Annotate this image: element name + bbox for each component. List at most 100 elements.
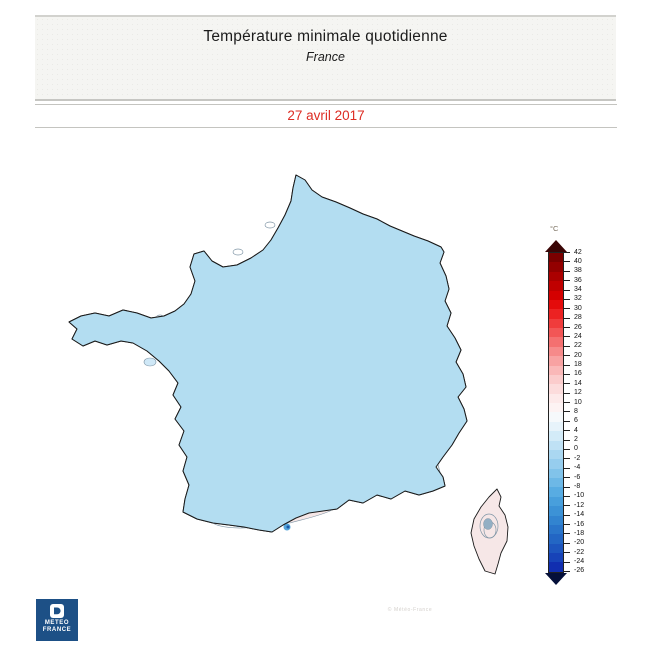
- meteo-france-glyph: [54, 607, 61, 615]
- colorbar-segment: [549, 271, 563, 282]
- map-contour-shape: [264, 221, 276, 229]
- colorbar-tick: [564, 420, 570, 422]
- colorbar-segment: [549, 459, 563, 469]
- colorbar-tick: [564, 570, 570, 572]
- colorbar-tick-label: -6: [574, 473, 581, 481]
- colorbar-tick: [564, 477, 570, 479]
- colorbar-tick: [564, 561, 570, 563]
- colorbar-tick-label: 8: [574, 407, 578, 415]
- colorbar-segment: [549, 496, 563, 507]
- colorbar-tick-label: -18: [574, 529, 585, 537]
- colorbar-segment: [549, 412, 563, 422]
- page-title: Température minimale quotidienne: [203, 28, 448, 45]
- colorbar-tick-label: 4: [574, 426, 578, 434]
- colorbar-tick-label: 26: [574, 323, 582, 331]
- page-subtitle: France: [306, 50, 345, 64]
- temperature-colorbar: °C 42 40 38 36 34 32 30 28 26 24 22 20 18 16 14 12 10 8 6 4…: [540, 224, 648, 609]
- colorbar-tick-label: -2: [574, 454, 581, 462]
- colorbar-tick-label: 24: [574, 332, 582, 340]
- colorbar-segment: [549, 374, 563, 385]
- colorbar-tick: [564, 495, 570, 497]
- colorbar-tick-label: -20: [574, 539, 585, 547]
- colorbar-segment: [549, 449, 563, 460]
- colorbar-tick-label: 42: [574, 248, 582, 256]
- colorbar-tick-label: 10: [574, 398, 582, 406]
- colorbar-tick-label: -8: [574, 483, 581, 490]
- colorbar-tick-label: 34: [574, 286, 582, 294]
- colorbar-tick: [564, 345, 570, 347]
- colorbar-tick-label: 30: [574, 304, 582, 312]
- colorbar-tick-label: -10: [574, 492, 585, 500]
- colorbar-tick: [564, 317, 570, 319]
- colorbar-tick-label: 36: [574, 276, 582, 284]
- map-contour-shape: [143, 357, 157, 367]
- colorbar-tick: [564, 430, 570, 432]
- colorbar-segment: [549, 318, 563, 328]
- colorbar-segment: [549, 543, 563, 553]
- colorbar-segment: [549, 421, 563, 432]
- colorbar-segment: [549, 262, 563, 272]
- colorbar-tick: [564, 280, 570, 282]
- colorbar-segment: [549, 393, 563, 403]
- colorbar-segments: [548, 252, 564, 573]
- map-contour-shape: [483, 518, 493, 530]
- colorbar-tick-label: 22: [574, 342, 582, 350]
- corsica-island: [470, 488, 509, 575]
- colorbar-tick-label: -24: [574, 558, 585, 566]
- colorbar-segment: [549, 299, 563, 310]
- colorbar-tick-label: 12: [574, 389, 582, 397]
- divider-line-bottom: [35, 127, 617, 128]
- colorbar-tick-label: -14: [574, 511, 585, 519]
- colorbar-tick-label: 38: [574, 267, 582, 275]
- meteo-france-logo: METEO FRANCE: [36, 599, 78, 641]
- france-coastline: [68, 174, 468, 533]
- header: Température minimale quotidienne France: [35, 15, 616, 101]
- colorbar-tick: [564, 458, 570, 460]
- colorbar-segment: [549, 253, 563, 263]
- colorbar-tick: [564, 552, 570, 554]
- watermark-text: © Météo-France: [387, 607, 433, 613]
- colorbar-tick: [564, 533, 570, 535]
- colorbar-segment: [549, 337, 563, 347]
- colorbar-tick-label: 32: [574, 295, 582, 303]
- colorbar-tick-label: -26: [574, 567, 585, 575]
- colorbar-segment: [549, 440, 563, 450]
- colorbar-arrow-up-icon: [545, 240, 567, 252]
- colorbar-segment: [549, 562, 563, 572]
- colorbar-tick: [564, 327, 570, 329]
- colorbar-segment: [549, 478, 563, 488]
- logo-text-meteo: METEO: [44, 620, 70, 626]
- colorbar-segment: [549, 553, 563, 563]
- colorbar-tick: [564, 289, 570, 291]
- colorbar-tick: [564, 373, 570, 375]
- colorbar-tick: [564, 439, 570, 441]
- colorbar-tick-label: 2: [574, 436, 578, 444]
- colorbar-segment: [549, 534, 563, 544]
- colorbar-tick: [564, 252, 570, 253]
- colorbar-segment: [549, 309, 563, 319]
- colorbar-tick: [564, 486, 570, 488]
- colorbar-segment: [549, 487, 563, 497]
- mainland-group: [68, 174, 468, 533]
- colorbar-tick: [564, 402, 570, 404]
- colorbar-tick-label: -12: [574, 501, 585, 509]
- colorbar-segment: [549, 403, 563, 413]
- map-contour-shape: [286, 525, 290, 529]
- colorbar-unit-label: °C: [550, 224, 559, 233]
- colorbar-tick: [564, 270, 570, 272]
- logo-text-france: FRANCE: [42, 627, 72, 633]
- colorbar-tick: [564, 505, 570, 507]
- colorbar-tick: [564, 364, 570, 366]
- colorbar-tick: [564, 542, 570, 544]
- colorbar-tick-label: 14: [574, 379, 582, 387]
- colorbar-tick: [564, 336, 570, 338]
- date-banner: 27 avril 2017: [35, 106, 617, 126]
- map-contour-shape: [232, 248, 244, 256]
- colorbar-tick-label: 28: [574, 314, 582, 322]
- colorbar-segment: [549, 468, 563, 478]
- colorbar-tick-label: 18: [574, 361, 582, 369]
- date-text: 27 avril 2017: [287, 108, 365, 123]
- colorbar-segment: [549, 524, 563, 535]
